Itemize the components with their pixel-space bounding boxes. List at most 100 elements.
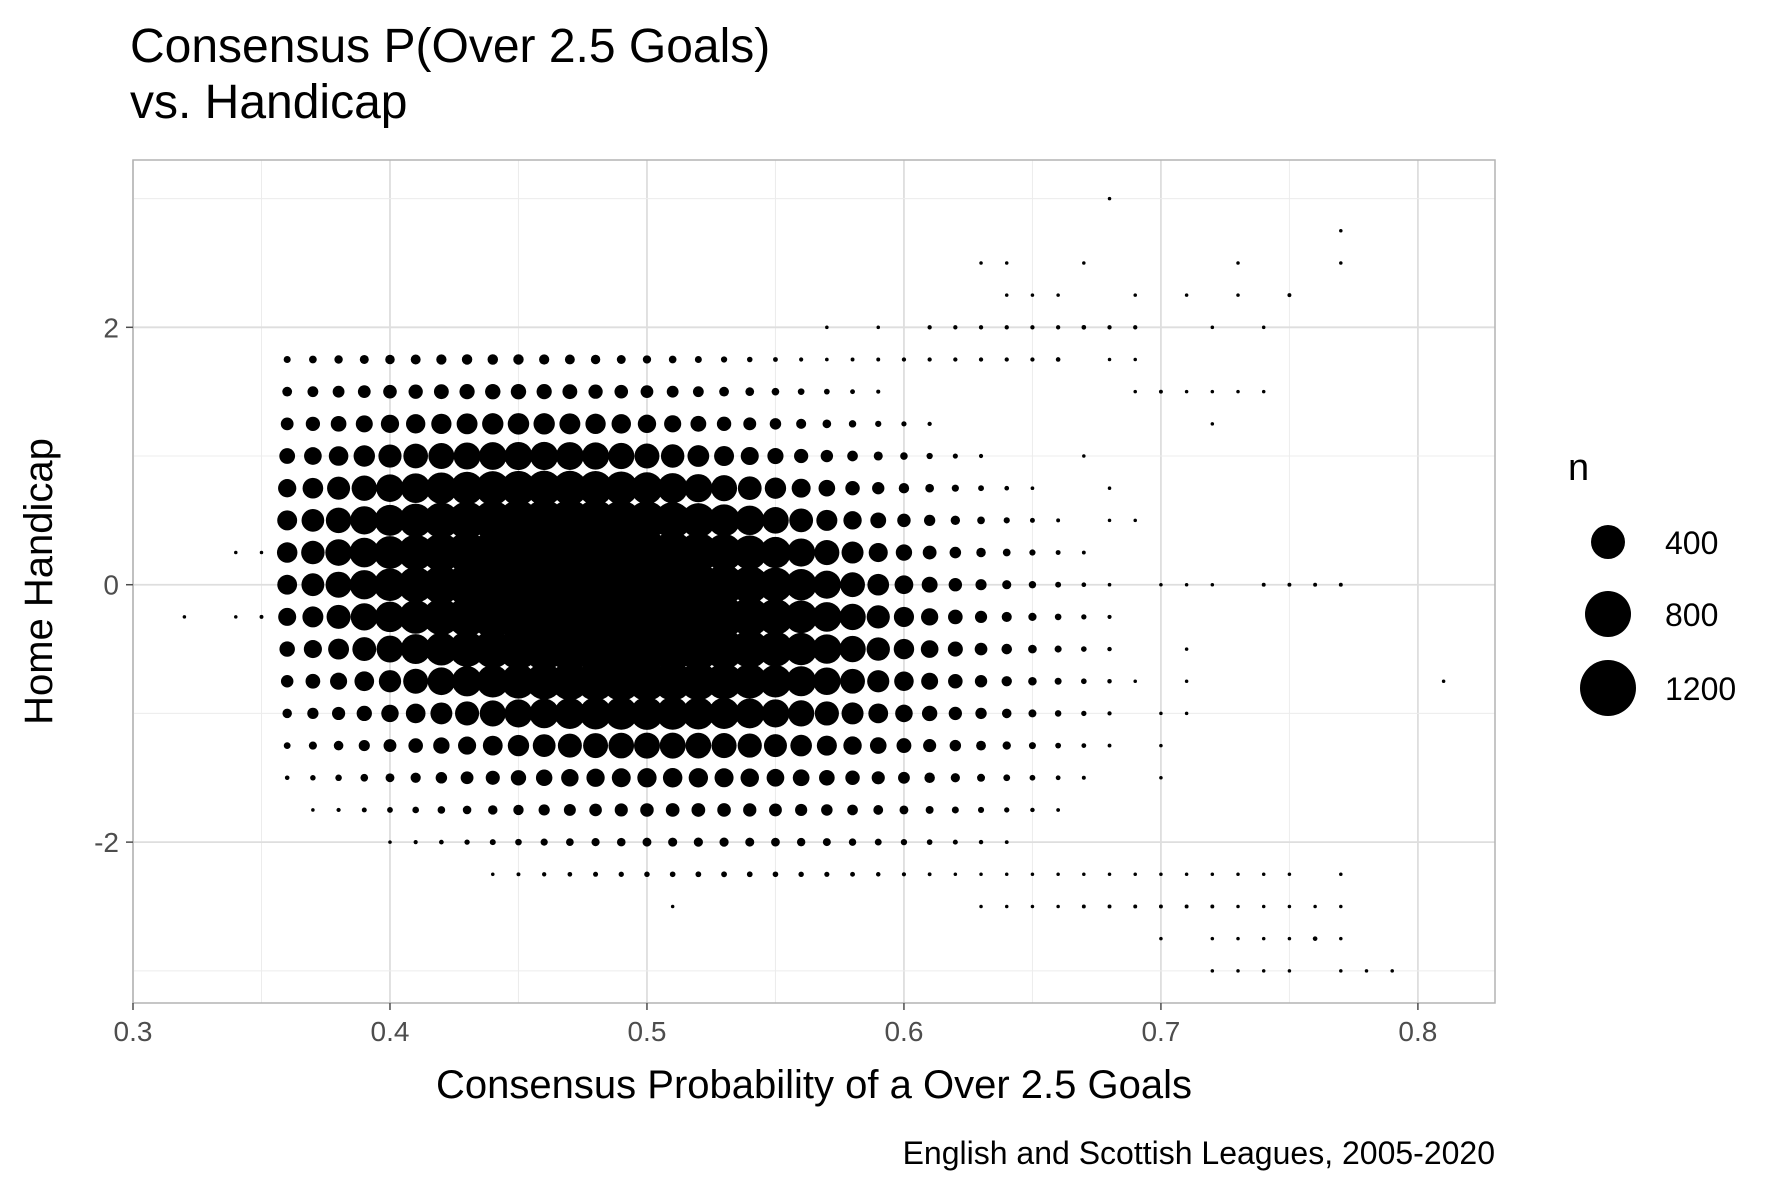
axes: 0.3 0.4 0.5 0.6 0.7 0.8 -2 0 2 bbox=[94, 312, 1437, 1047]
data-point bbox=[1001, 643, 1013, 655]
data-point bbox=[604, 697, 638, 730]
data-point bbox=[656, 697, 690, 730]
data-point bbox=[634, 443, 660, 469]
data-point bbox=[812, 570, 841, 599]
data-point bbox=[427, 667, 456, 696]
data-point bbox=[593, 389, 598, 394]
data-point bbox=[336, 807, 341, 813]
data-point bbox=[1287, 293, 1292, 298]
data-point bbox=[977, 516, 985, 525]
data-point bbox=[900, 838, 908, 846]
data-point bbox=[688, 768, 709, 788]
data-point bbox=[895, 704, 913, 723]
data-point bbox=[735, 505, 765, 536]
data-point bbox=[660, 444, 685, 468]
data-point bbox=[383, 384, 397, 399]
data-point bbox=[1236, 969, 1240, 973]
data-point bbox=[976, 740, 986, 751]
legend-label-800: 800 bbox=[1665, 597, 1718, 633]
data-point bbox=[585, 413, 606, 434]
data-point bbox=[948, 578, 963, 592]
data-point bbox=[413, 840, 418, 844]
data-point bbox=[542, 389, 546, 394]
data-point bbox=[1030, 293, 1035, 297]
data-point bbox=[927, 872, 932, 877]
data-point bbox=[1055, 581, 1062, 588]
data-point bbox=[979, 904, 983, 909]
data-point bbox=[1184, 711, 1189, 716]
data-point bbox=[1210, 582, 1215, 587]
data-point bbox=[1236, 261, 1240, 265]
data-point bbox=[788, 700, 815, 727]
data-point bbox=[1133, 325, 1138, 330]
data-point bbox=[948, 673, 963, 689]
data-point bbox=[280, 674, 294, 688]
data-point bbox=[1004, 325, 1009, 330]
data-point bbox=[979, 872, 983, 877]
data-point bbox=[868, 703, 889, 724]
data-point bbox=[1236, 293, 1240, 297]
data-point bbox=[619, 840, 624, 844]
data-point bbox=[873, 805, 884, 815]
data-point bbox=[691, 803, 706, 817]
data-point bbox=[510, 770, 527, 786]
data-point bbox=[403, 668, 429, 694]
data-point bbox=[360, 773, 369, 782]
data-point bbox=[841, 702, 864, 725]
data-point bbox=[410, 772, 421, 783]
data-point bbox=[1029, 517, 1035, 523]
data-point bbox=[948, 609, 963, 625]
data-point bbox=[1159, 711, 1163, 716]
data-point bbox=[1002, 741, 1011, 750]
data-point bbox=[374, 504, 406, 536]
data-point bbox=[1159, 582, 1163, 587]
data-point bbox=[866, 637, 890, 661]
data-point bbox=[711, 733, 737, 759]
data-point bbox=[845, 770, 860, 785]
data-point bbox=[278, 479, 297, 498]
data-point bbox=[1107, 904, 1112, 909]
data-point bbox=[743, 417, 757, 431]
data-point bbox=[952, 839, 958, 845]
legend-key-1200 bbox=[1580, 660, 1636, 716]
data-point bbox=[608, 732, 635, 759]
data-point bbox=[1184, 679, 1189, 683]
data-point bbox=[234, 550, 238, 555]
data-point bbox=[670, 840, 675, 844]
data-point bbox=[769, 803, 782, 817]
data-point bbox=[869, 737, 887, 754]
data-point bbox=[1004, 357, 1009, 362]
data-point bbox=[722, 357, 726, 362]
data-point bbox=[459, 384, 475, 400]
data-point bbox=[871, 771, 885, 785]
data-point bbox=[1055, 357, 1061, 362]
data-point bbox=[1210, 389, 1215, 394]
data-point bbox=[439, 840, 444, 844]
data-point bbox=[381, 704, 399, 723]
data-point bbox=[305, 416, 321, 431]
data-point bbox=[678, 532, 719, 573]
data-point bbox=[590, 354, 601, 365]
data-point bbox=[1339, 904, 1343, 909]
data-point bbox=[352, 637, 377, 662]
data-point bbox=[1210, 872, 1215, 877]
data-point bbox=[373, 536, 407, 569]
data-point bbox=[898, 771, 910, 784]
data-point bbox=[304, 447, 322, 465]
data-point bbox=[949, 739, 962, 752]
data-point bbox=[1339, 229, 1343, 233]
data-point bbox=[301, 509, 325, 532]
data-point bbox=[848, 838, 857, 846]
data-point bbox=[1210, 904, 1215, 909]
data-point bbox=[285, 550, 289, 555]
data-point bbox=[824, 871, 830, 877]
data-point bbox=[705, 663, 743, 700]
data-point bbox=[489, 839, 496, 846]
data-point bbox=[814, 701, 839, 726]
data-point bbox=[840, 668, 865, 694]
data-point bbox=[705, 534, 743, 572]
data-point bbox=[825, 357, 829, 362]
data-point bbox=[1003, 774, 1011, 782]
data-point bbox=[412, 806, 420, 814]
